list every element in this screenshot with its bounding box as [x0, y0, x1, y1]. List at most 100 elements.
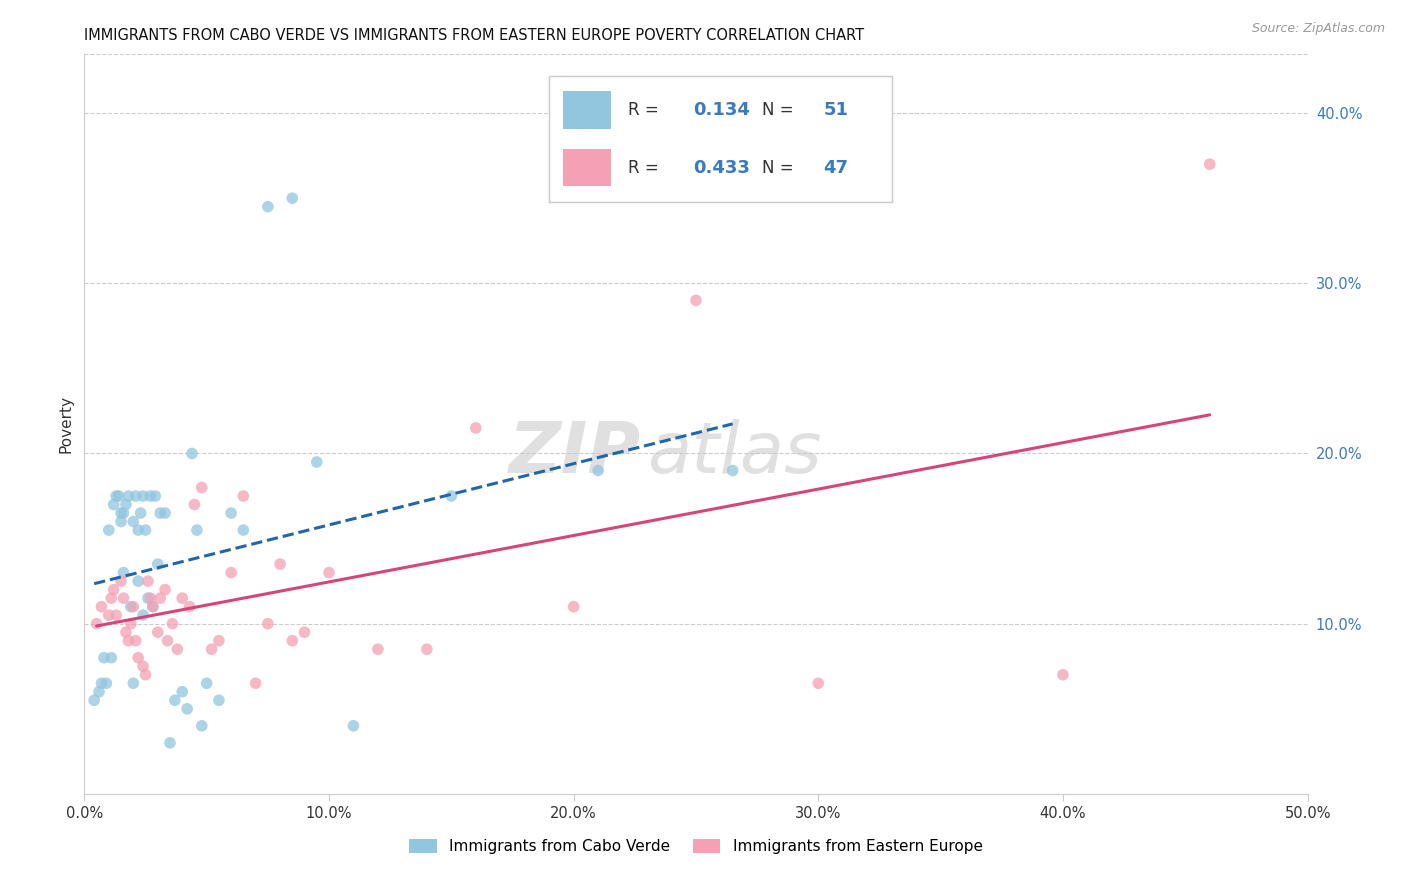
Point: [367, 642, 389, 657]
Point: [153, 582, 176, 597]
Y-axis label: Poverty: Poverty: [58, 394, 73, 453]
Point: [86, 616, 108, 631]
Point: [103, 582, 125, 597]
Point: [96, 676, 118, 690]
Point: [257, 616, 280, 631]
Point: [135, 667, 157, 681]
Point: [142, 599, 165, 614]
Point: [135, 523, 157, 537]
Point: [142, 599, 165, 614]
Point: [191, 719, 214, 733]
Point: [107, 489, 129, 503]
Point: [200, 642, 222, 657]
Point: [281, 191, 304, 205]
Point: [281, 633, 304, 648]
Point: [127, 650, 149, 665]
Point: [143, 489, 166, 503]
Point: [464, 421, 486, 435]
Point: [132, 659, 155, 673]
Point: [186, 523, 208, 537]
Point: [87, 685, 110, 699]
Point: [105, 608, 128, 623]
Point: [153, 506, 176, 520]
Point: [112, 566, 135, 580]
Point: [112, 591, 135, 606]
Point: [440, 489, 463, 503]
Point: [139, 591, 162, 606]
Point: [100, 591, 122, 606]
Point: [117, 489, 139, 503]
Point: [127, 574, 149, 588]
Point: [232, 523, 254, 537]
Point: [132, 608, 155, 623]
Point: [129, 506, 152, 520]
Point: [219, 506, 242, 520]
Point: [163, 693, 186, 707]
Text: IMMIGRANTS FROM CABO VERDE VS IMMIGRANTS FROM EASTERN EUROPE POVERTY CORRELATION: IMMIGRANTS FROM CABO VERDE VS IMMIGRANTS…: [84, 28, 865, 43]
Point: [232, 489, 254, 503]
Point: [172, 591, 194, 606]
Point: [807, 676, 830, 690]
Point: [172, 685, 194, 699]
Point: [103, 498, 125, 512]
Point: [181, 446, 204, 460]
Point: [120, 599, 142, 614]
Point: [97, 523, 120, 537]
Point: [166, 642, 188, 657]
Point: [120, 616, 142, 631]
Point: [110, 506, 132, 520]
Point: [149, 591, 172, 606]
Text: atlas: atlas: [647, 419, 821, 488]
Text: Source: ZipAtlas.com: Source: ZipAtlas.com: [1251, 22, 1385, 36]
Point: [127, 523, 149, 537]
Point: [1198, 157, 1220, 171]
Point: [122, 599, 145, 614]
Point: [245, 676, 267, 690]
Point: [159, 736, 181, 750]
Point: [176, 702, 198, 716]
Point: [562, 599, 585, 614]
Point: [136, 574, 159, 588]
Point: [146, 625, 169, 640]
Point: [125, 489, 148, 503]
Point: [269, 557, 291, 571]
Point: [721, 463, 744, 477]
Point: [586, 463, 609, 477]
Legend: Immigrants from Cabo Verde, Immigrants from Eastern Europe: Immigrants from Cabo Verde, Immigrants f…: [404, 832, 988, 860]
Point: [93, 650, 115, 665]
Point: [342, 719, 364, 733]
Point: [115, 625, 138, 640]
Point: [83, 693, 105, 707]
Point: [110, 574, 132, 588]
Point: [183, 498, 205, 512]
Point: [156, 633, 179, 648]
Point: [136, 591, 159, 606]
Point: [105, 489, 128, 503]
Point: [125, 633, 148, 648]
Point: [191, 481, 214, 495]
Point: [305, 455, 328, 469]
Point: [208, 693, 231, 707]
Point: [257, 200, 280, 214]
Point: [112, 506, 135, 520]
Point: [685, 293, 707, 308]
Point: [416, 642, 439, 657]
Point: [208, 633, 231, 648]
Point: [318, 566, 340, 580]
Point: [146, 557, 169, 571]
Point: [294, 625, 316, 640]
Point: [115, 498, 138, 512]
Point: [122, 515, 145, 529]
Point: [110, 515, 132, 529]
Point: [132, 489, 155, 503]
Point: [117, 633, 139, 648]
Point: [149, 506, 172, 520]
Point: [122, 676, 145, 690]
Point: [139, 489, 162, 503]
Point: [195, 676, 218, 690]
Point: [219, 566, 242, 580]
Point: [100, 650, 122, 665]
Point: [1052, 667, 1074, 681]
Point: [97, 608, 120, 623]
Text: ZIP: ZIP: [509, 419, 641, 488]
